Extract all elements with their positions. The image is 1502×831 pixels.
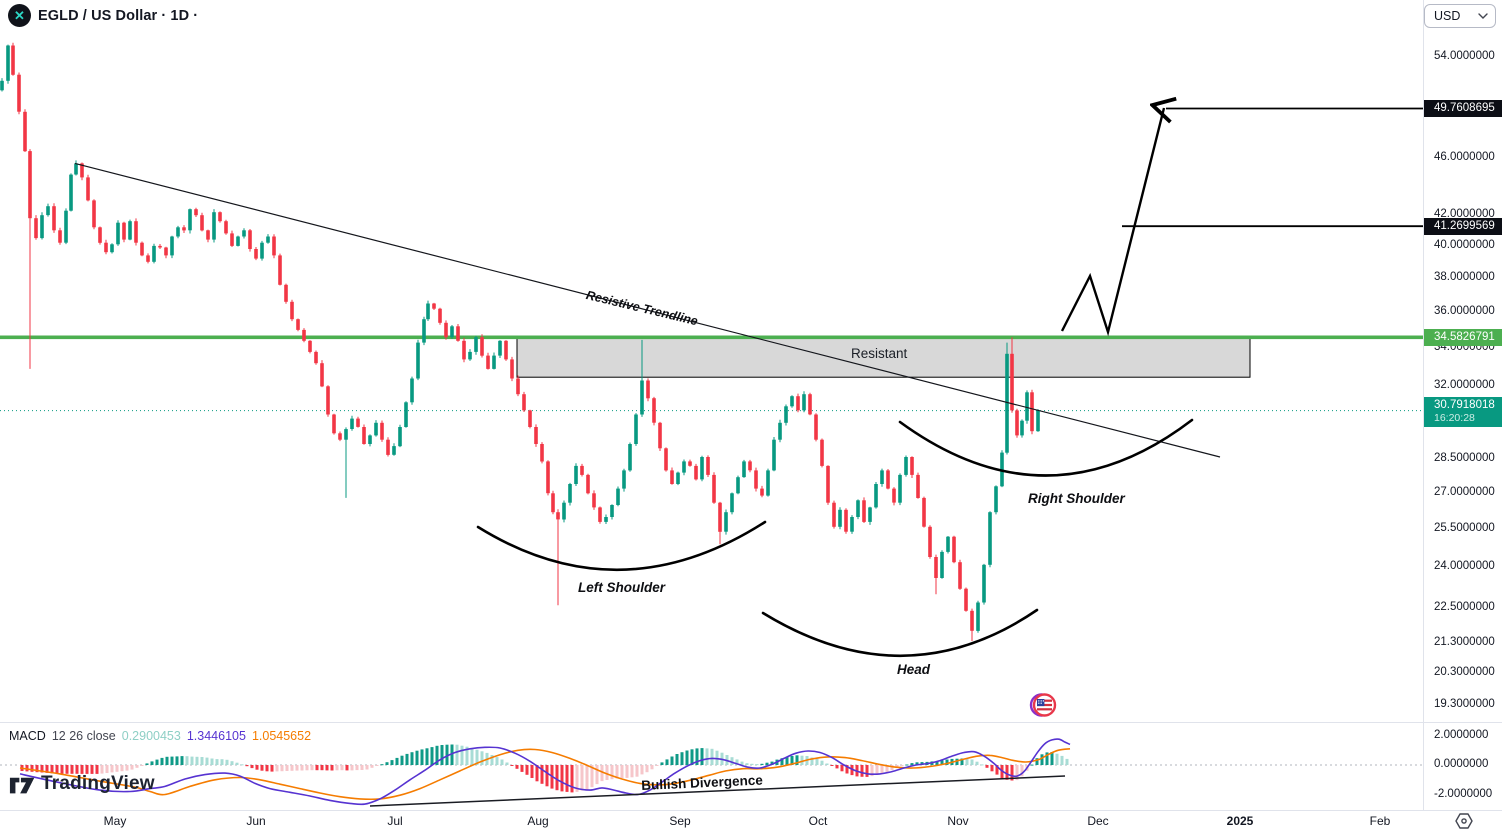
time-label: 2025 bbox=[1226, 814, 1254, 828]
currency-select[interactable]: USD bbox=[1424, 4, 1496, 28]
bullish-divergence-trendline[interactable] bbox=[369, 775, 1066, 807]
price-tick: 24.0000000 bbox=[1434, 560, 1495, 572]
countdown-timer: 16:20:28 bbox=[1434, 412, 1475, 424]
resistive-trendline[interactable] bbox=[74, 162, 1221, 458]
time-axis[interactable]: May Jun Jul Aug Sep Oct Nov Dec 2025 Feb bbox=[0, 811, 1502, 831]
time-label: Jun bbox=[246, 814, 266, 828]
macd-histogram bbox=[20, 744, 1069, 793]
price-badge-black: 49.7608695 bbox=[1424, 100, 1502, 117]
price-tick: 27.0000000 bbox=[1434, 486, 1495, 498]
time-label: Oct bbox=[808, 814, 828, 828]
price-badge-black: 41.2699569 bbox=[1424, 218, 1502, 235]
chevron-down-icon bbox=[1478, 13, 1488, 19]
macd-signal-value: 1.0545652 bbox=[251, 729, 312, 743]
us-flag-event-icon[interactable] bbox=[1029, 691, 1059, 724]
price-tick: 36.0000000 bbox=[1434, 305, 1495, 317]
price-tick: 19.3000000 bbox=[1434, 698, 1495, 710]
egld-coin-icon: ✕ bbox=[8, 4, 31, 27]
head-arc[interactable] bbox=[761, 608, 1039, 658]
price-tick: 40.0000000 bbox=[1434, 239, 1495, 251]
tradingview-logo-text: TradingView bbox=[41, 773, 155, 794]
macd-tick: 0.0000000 bbox=[1434, 758, 1489, 770]
right-shoulder-arc[interactable] bbox=[898, 418, 1194, 477]
macd-hist-value: 0.2900453 bbox=[121, 729, 181, 743]
price-axis[interactable]: 54.0000000 46.0000000 42.0000000 40.0000000… bbox=[1423, 0, 1502, 810]
macd-signal-line bbox=[19, 748, 1071, 801]
macd-main-line bbox=[19, 738, 1071, 806]
time-axis-divider bbox=[0, 810, 1502, 811]
macd-tick: 2.0000000 bbox=[1434, 729, 1489, 741]
chart-canvas[interactable] bbox=[0, 0, 1423, 810]
time-label: Nov bbox=[947, 814, 969, 828]
tradingview-logo[interactable]: TradingView bbox=[9, 773, 155, 795]
time-label: Jul bbox=[387, 814, 403, 828]
candlestick-series bbox=[0, 42, 1040, 641]
macd-line-value: 1.3446105 bbox=[186, 729, 246, 743]
right-shoulder-label[interactable]: Right Shoulder bbox=[1028, 491, 1125, 506]
macd-tick: -2.0000000 bbox=[1434, 788, 1493, 800]
pane-divider[interactable] bbox=[0, 722, 1502, 723]
resistant-zone-label[interactable]: Resistant bbox=[851, 346, 908, 361]
macd-title: MACD bbox=[9, 729, 46, 743]
projection-zigzag-arrow[interactable] bbox=[1060, 108, 1164, 337]
time-label: Dec bbox=[1087, 814, 1109, 828]
time-label: Aug bbox=[527, 814, 549, 828]
axis-settings-gear-icon[interactable] bbox=[1454, 812, 1474, 830]
price-tick: 28.5000000 bbox=[1434, 452, 1495, 464]
price-tick: 32.0000000 bbox=[1434, 379, 1495, 391]
left-shoulder-label[interactable]: Left Shoulder bbox=[578, 580, 665, 595]
macd-params: 12 26 close bbox=[51, 729, 116, 743]
macd-indicator-row[interactable]: MACD 12 26 close 0.2900453 1.3446105 1.0… bbox=[9, 729, 311, 743]
symbol-title: EGLD / US Dollar · 1D · bbox=[38, 7, 199, 24]
price-tick: 22.5000000 bbox=[1434, 601, 1495, 613]
tradingview-logo-icon bbox=[9, 777, 35, 794]
price-badge-green: 34.5826791 bbox=[1424, 329, 1502, 346]
price-tick: 21.3000000 bbox=[1434, 636, 1495, 648]
price-tick: 46.0000000 bbox=[1434, 151, 1495, 163]
egld-x-glyph: ✕ bbox=[14, 7, 25, 23]
price-tick: 20.3000000 bbox=[1434, 666, 1495, 678]
left-shoulder-arc[interactable] bbox=[476, 520, 767, 572]
currency-value: USD bbox=[1434, 9, 1461, 23]
price-badge-teal: 30.7918018 16:20:28 bbox=[1424, 397, 1502, 427]
time-label: Sep bbox=[669, 814, 691, 828]
time-label: May bbox=[103, 814, 127, 828]
price-tick: 38.0000000 bbox=[1434, 271, 1495, 283]
resistance-horizontal-line[interactable] bbox=[0, 335, 1423, 340]
price-tick: 25.5000000 bbox=[1434, 522, 1495, 534]
price-tick: 42.0000000 bbox=[1434, 208, 1495, 220]
price-tick: 54.0000000 bbox=[1434, 50, 1495, 62]
time-label: Feb bbox=[1369, 814, 1391, 828]
head-label[interactable]: Head bbox=[897, 662, 931, 677]
symbol-legend[interactable]: ✕ EGLD / US Dollar · 1D · bbox=[8, 4, 198, 27]
